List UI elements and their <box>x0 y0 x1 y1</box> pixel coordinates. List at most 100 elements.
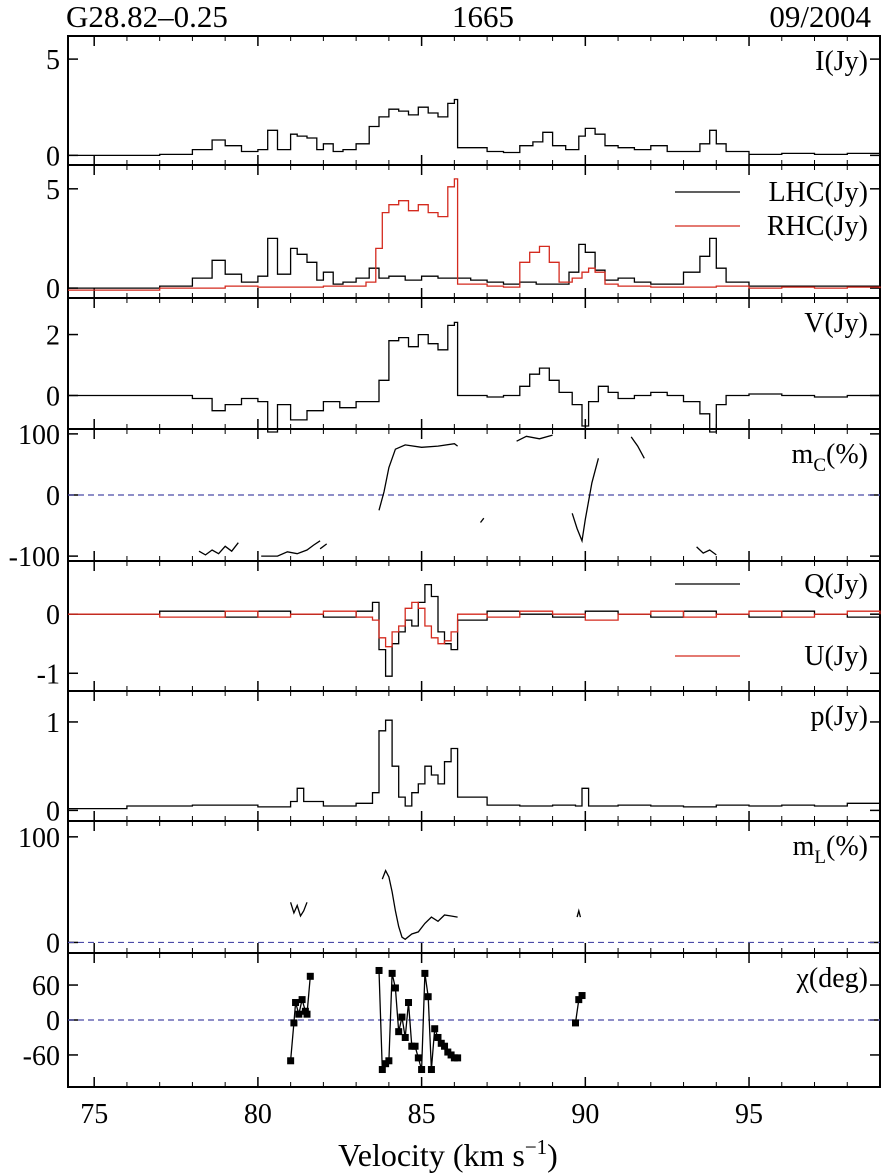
panel-label-sub: L <box>814 847 826 868</box>
data-point-marker <box>388 969 396 977</box>
data-segment <box>319 543 328 550</box>
data-point-marker <box>575 996 583 1004</box>
panel-mc: -100 0 100 mC(%) <box>9 420 881 573</box>
panel-frame <box>67 164 881 299</box>
panel-label-tail: (%) <box>826 831 868 862</box>
x-tick-label: 85 <box>408 1099 436 1130</box>
data-point-marker <box>421 969 429 977</box>
data-point-marker <box>298 996 306 1004</box>
y-tick-label: 0 <box>46 928 60 959</box>
data-segment <box>381 869 458 941</box>
data-point-marker <box>287 1057 295 1065</box>
data-point-marker <box>295 1010 303 1018</box>
panel-chi: -60 0 60 χ(deg) <box>23 952 881 1088</box>
panel-frame <box>67 690 881 822</box>
y-tick-label: -1 <box>37 659 60 690</box>
data-point-marker <box>441 1042 449 1050</box>
y-tick-label: -60 <box>23 1041 60 1072</box>
series-line-lhc-jy- <box>68 237 881 289</box>
panel-lhc-rhc: 0 5 LHC(Jy)RHC(Jy) <box>46 164 881 305</box>
data-segment <box>289 976 311 1061</box>
data-point-marker <box>572 1019 579 1027</box>
panel-ml: 0 100 mL(%) <box>18 820 881 959</box>
data-point-marker <box>424 993 432 1001</box>
series-line-i <box>68 98 881 157</box>
x-axis-label-sup: −1 <box>525 1135 547 1159</box>
data-point-marker <box>427 1066 435 1074</box>
panel-label: mL(%) <box>793 831 868 868</box>
data-point-marker <box>401 1033 409 1041</box>
panel-label-sub: C <box>813 455 826 476</box>
x-axis-label-tail: ) <box>547 1137 558 1173</box>
y-tick-label: 0 <box>46 481 60 512</box>
panel-frame <box>67 35 881 166</box>
data-segment <box>576 908 582 918</box>
data-point-marker <box>290 1019 298 1027</box>
y-tick-label: 5 <box>46 45 60 76</box>
data-point-marker <box>578 992 586 1000</box>
panel-label: p(Jy) <box>810 701 868 732</box>
data-segment <box>479 517 485 523</box>
y-tick-label: 100 <box>18 823 60 854</box>
y-tick-label: 0 <box>46 796 60 827</box>
data-segment <box>261 540 321 557</box>
data-point-marker <box>454 1054 462 1062</box>
x-tick-label: 75 <box>80 1099 108 1130</box>
panel-label: I(Jy) <box>815 46 868 77</box>
panel-i: 0 5 I(Jy) <box>46 35 881 172</box>
legend-label: LHC(Jy) <box>768 177 868 208</box>
data-point-marker <box>306 972 314 980</box>
legend-label: Q(Jy) <box>804 569 868 600</box>
legend-label: RHC(Jy) <box>767 211 868 242</box>
panel-label-main: χ(deg) <box>795 963 868 994</box>
y-tick-label: 2 <box>46 321 60 352</box>
panel-frame <box>67 820 881 954</box>
y-tick-label: 0 <box>46 1006 60 1037</box>
y-tick-label: 0 <box>46 274 60 305</box>
x-axis: 75 80 85 90 95 <box>80 1099 763 1130</box>
panel-label-tail: (%) <box>826 439 868 470</box>
data-point-marker <box>375 966 383 974</box>
data-point-marker <box>303 1010 311 1018</box>
data-point-marker <box>292 999 300 1007</box>
x-axis-label: Velocity (km s−1) <box>338 1135 558 1173</box>
data-segment <box>516 434 553 442</box>
series-line-p <box>68 719 881 810</box>
panel-label-main: m <box>792 439 814 470</box>
data-segment <box>378 443 458 511</box>
data-point-marker <box>405 999 413 1007</box>
data-point-marker <box>398 1013 406 1021</box>
y-tick-label: 5 <box>46 175 60 206</box>
panel-frame <box>67 560 881 692</box>
y-tick-label: 0 <box>46 141 60 172</box>
panel-label-main: m <box>793 831 815 862</box>
panel-frame <box>67 297 881 430</box>
y-tick-label: 100 <box>18 420 60 451</box>
series-line-q-jy- <box>68 583 881 677</box>
data-point-marker <box>391 984 399 992</box>
data-point-marker <box>418 1066 426 1074</box>
epoch-label: 09/2004 <box>769 0 871 34</box>
series-line-v <box>68 321 880 433</box>
data-point-marker <box>414 1054 422 1062</box>
legend-label: U(Jy) <box>804 641 868 672</box>
data-point-marker <box>434 1033 442 1041</box>
data-point-marker <box>395 1028 403 1036</box>
y-tick-label: 0 <box>46 381 60 412</box>
series-line-rhc-jy- <box>68 178 881 291</box>
y-tick-label: 0 <box>46 600 60 631</box>
panel-v: 0 2 V(Jy) <box>46 297 881 433</box>
data-segment <box>198 542 239 556</box>
data-point-marker <box>431 1025 439 1033</box>
panels-layer: 05 I(Jy)05 LHC(Jy)RHC(Jy)02 V(Jy)-1000100mC… <box>9 35 881 1088</box>
data-point-marker <box>385 1057 393 1065</box>
data-point-marker <box>378 1066 386 1074</box>
frequency-label: 1665 <box>452 0 514 34</box>
data-point-marker <box>411 1042 419 1050</box>
y-tick-label: 1 <box>46 708 60 739</box>
x-tick-label: 90 <box>571 1099 599 1130</box>
series-line-u-jy- <box>68 601 881 648</box>
panel-label: mC(%) <box>792 439 868 476</box>
panel-label: V(Jy) <box>804 308 868 339</box>
